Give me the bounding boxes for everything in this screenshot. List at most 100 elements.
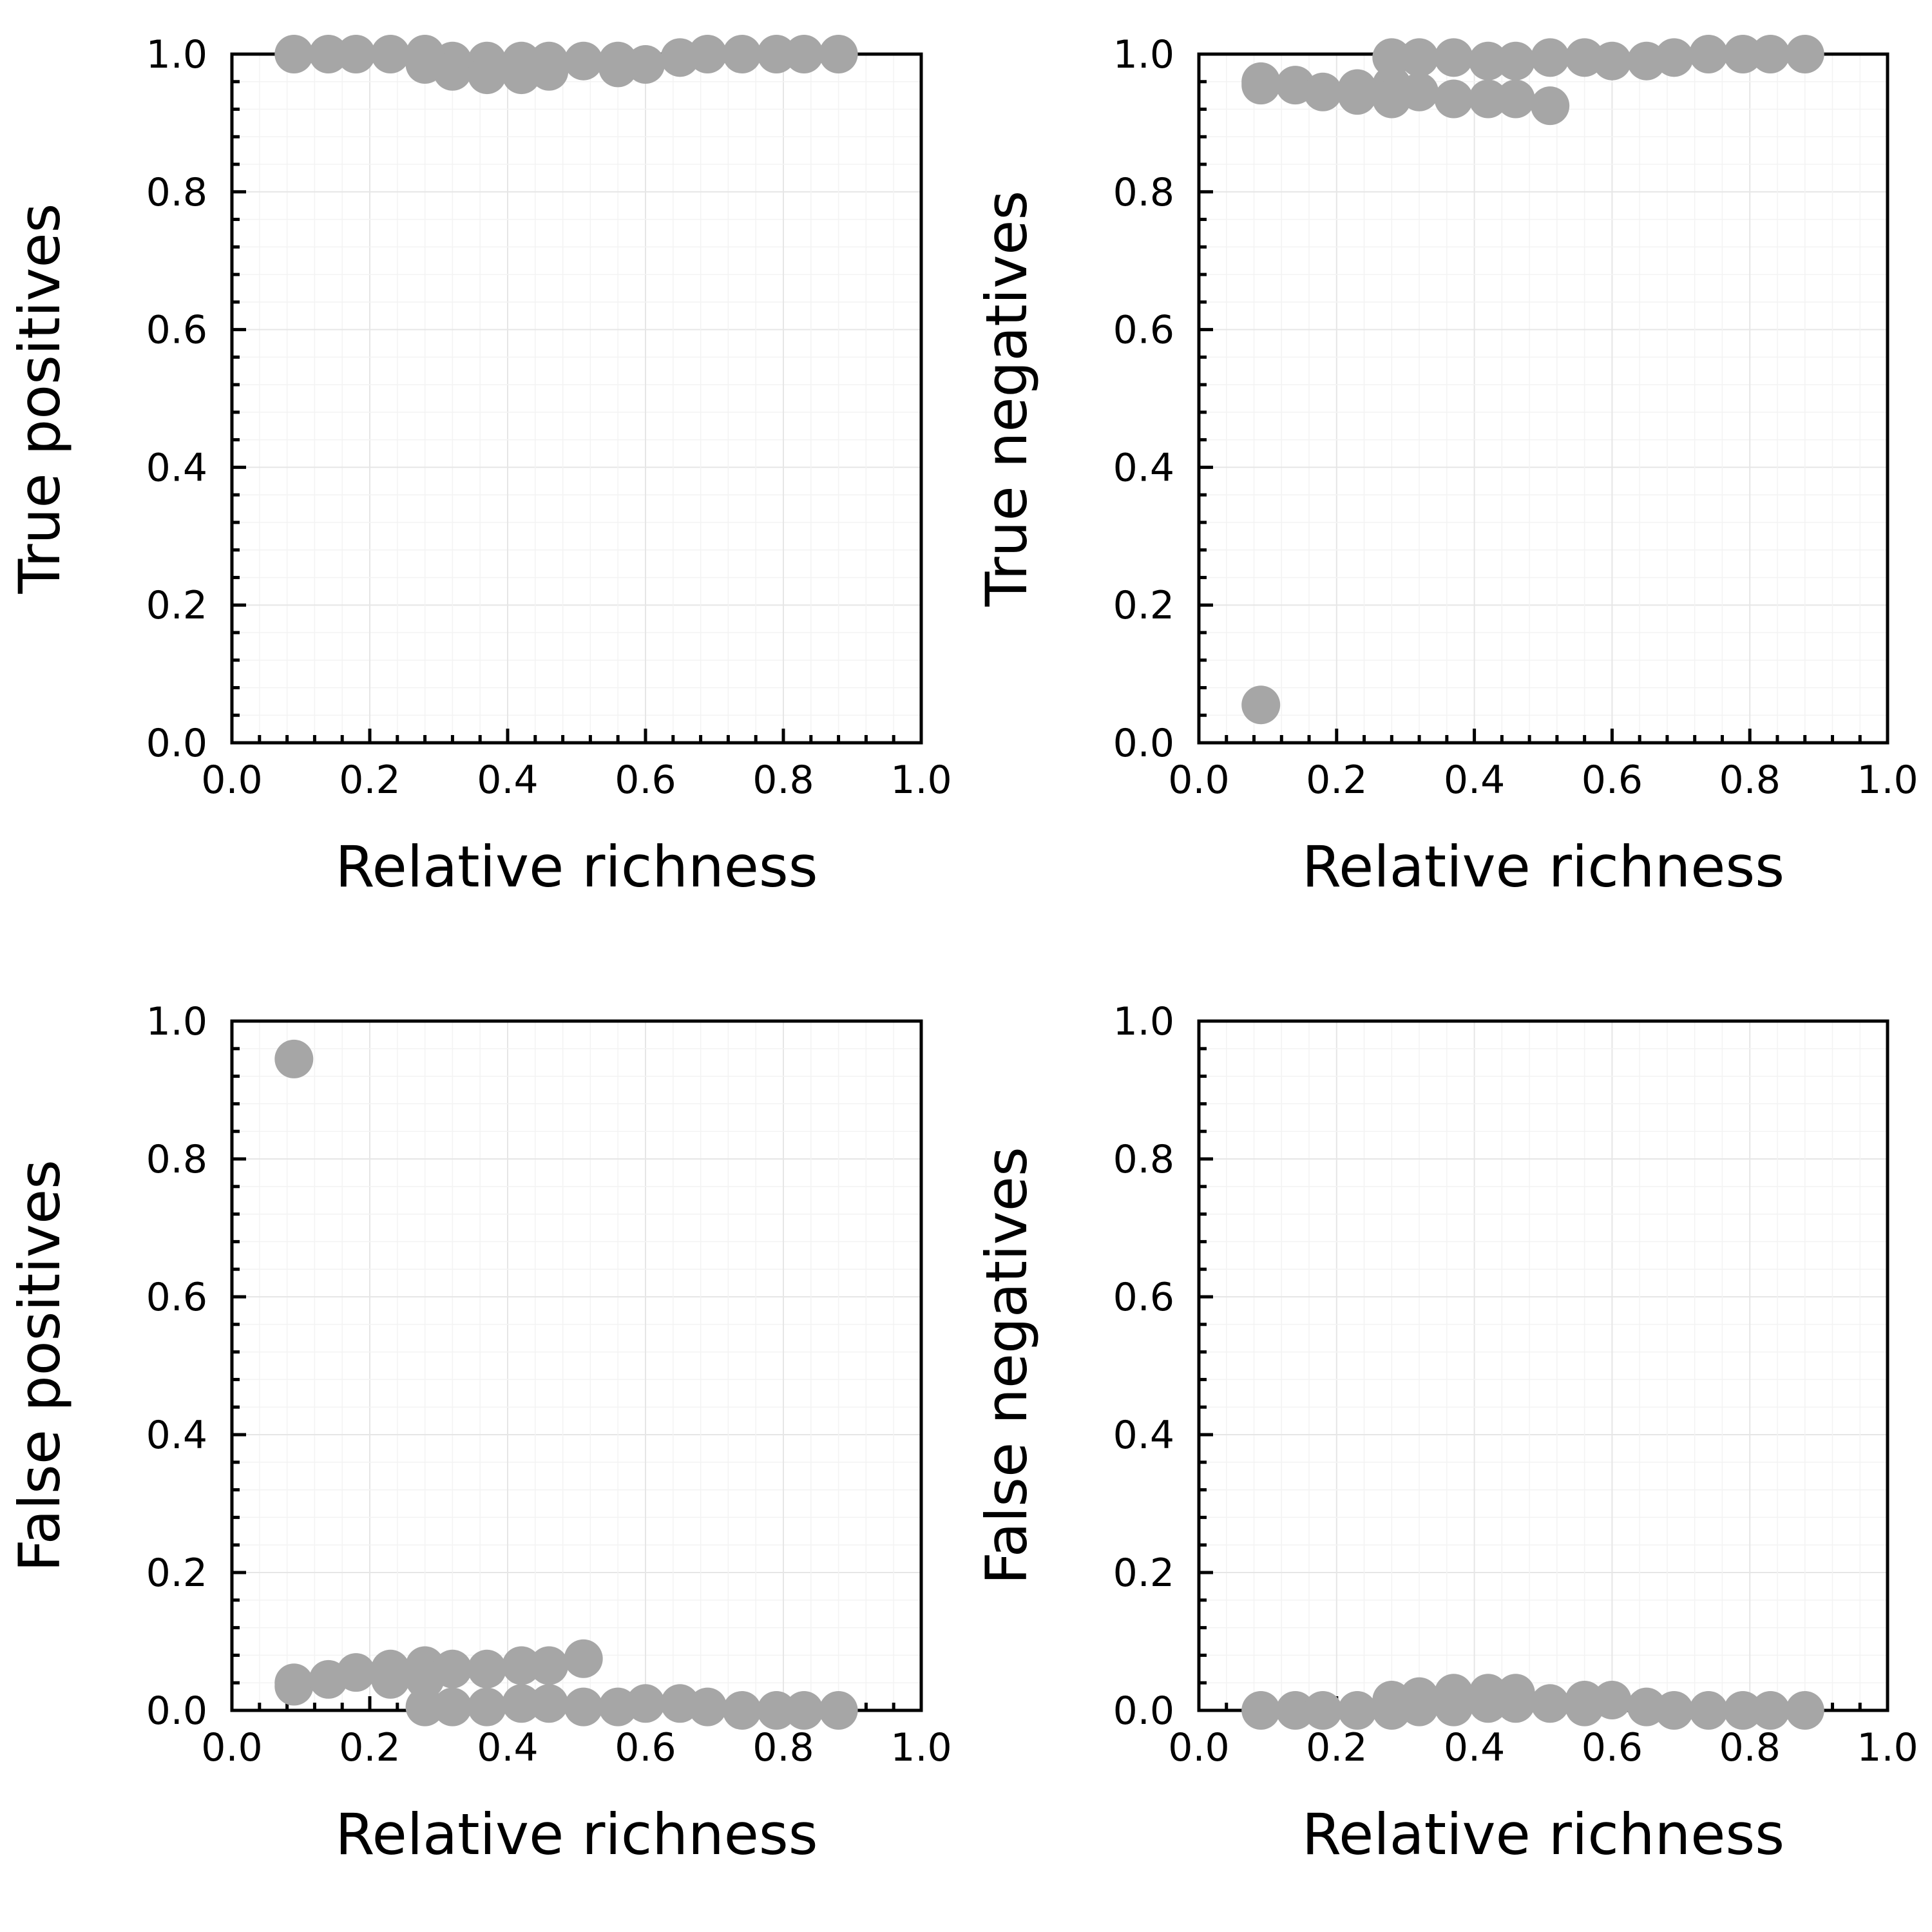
data-point-false-positives [626, 1684, 665, 1723]
data-point-false-negatives [1276, 1691, 1315, 1730]
panel-false-negatives: 0.0 0.2 0.4 0.6 0.8 1.0 0.0 0.2 0.4 0.6 0.8 1.0 Rela… [973, 999, 1918, 1868]
x-axis-label: Relative richness [1302, 1801, 1784, 1868]
data-point-true-negatives [1496, 79, 1535, 119]
x-axis-label: Relative richness [1302, 834, 1784, 900]
x-tick-label: 0.8 [752, 758, 814, 803]
x-tick-label: 1.0 [1857, 758, 1918, 803]
data-point-true-positives [371, 35, 410, 73]
x-tick-label: 0.6 [1582, 758, 1643, 803]
data-point-false-positives [433, 1649, 472, 1688]
data-point-false-positives [530, 1684, 569, 1723]
data-point-false-positives [405, 1687, 445, 1726]
data-point-true-negatives [1337, 76, 1377, 115]
x-tick-label: 0.2 [1306, 1725, 1367, 1770]
data-point-true-negatives [1654, 38, 1694, 77]
data-point-true-positives [530, 52, 569, 91]
y-tick-label: 0.6 [1113, 308, 1174, 353]
y-tick-label: 1.0 [1113, 999, 1174, 1044]
x-tick-label: 0.6 [1582, 1725, 1643, 1770]
data-point-false-positives [371, 1659, 410, 1699]
y-tick-label: 0.0 [1113, 721, 1174, 766]
y-tick-label: 0.0 [1113, 1688, 1174, 1734]
y-tick-label: 0.0 [146, 1688, 207, 1734]
data-point-false-positives [502, 1684, 541, 1723]
data-point-true-negatives [1531, 86, 1570, 126]
x-tick-label: 0.6 [615, 1725, 676, 1770]
plot-frame [230, 52, 923, 745]
panel-true-negatives: 0.0 0.2 0.4 0.6 0.8 1.0 0.0 0.2 0.4 0.6 0.8 1.0 Rela… [973, 32, 1918, 900]
x-axis-label: Relative richness [335, 834, 818, 900]
plot-frame [1197, 1019, 1889, 1712]
data-point-false-positives [336, 1653, 376, 1692]
data-point-true-negatives [1400, 38, 1439, 77]
data-point-false-negatives [1241, 1691, 1281, 1730]
data-point-true-positives [274, 35, 314, 73]
x-axis-label: Relative richness [335, 1801, 818, 1868]
data-point-false-negatives [1592, 1680, 1632, 1719]
data-point-true-negatives [1468, 79, 1507, 119]
data-point-true-positives [757, 35, 796, 73]
data-point-false-positives [467, 1687, 506, 1726]
y-tick-label: 0.2 [146, 583, 207, 628]
data-point-false-positives [433, 1687, 472, 1726]
data-point-false-positives [819, 1691, 858, 1730]
x-tick-label: 0.6 [615, 758, 676, 803]
y-tick-label: 0.2 [146, 1551, 207, 1596]
x-tick-label: 0.8 [1719, 758, 1780, 803]
data-point-true-negatives [1751, 35, 1790, 73]
data-point-true-negatives [1468, 41, 1507, 81]
data-point-false-negatives [1751, 1691, 1790, 1730]
x-tick-label: 0.4 [1444, 758, 1505, 803]
y-tick-label: 0.6 [1113, 1275, 1174, 1320]
x-tick-label: 0.4 [477, 758, 538, 803]
data-point-false-negatives [1303, 1691, 1343, 1730]
y-tick-label: 0.0 [146, 721, 207, 766]
x-tick-label: 0.8 [752, 1725, 814, 1770]
data-point-false-negatives [1689, 1691, 1728, 1730]
data-point-false-negatives [1785, 1691, 1824, 1730]
y-tick-label: 0.2 [1113, 1551, 1174, 1596]
data-point-false-positives [722, 1691, 761, 1730]
data-point-false-positives [564, 1687, 603, 1726]
data-point-true-negatives [1592, 41, 1632, 81]
y-tick-label: 0.8 [146, 170, 207, 215]
data-point-true-negatives [1785, 35, 1824, 73]
plot-frame [230, 1019, 923, 1712]
y-tick-label: 0.4 [1113, 1413, 1174, 1458]
data-point-true-negatives [1434, 38, 1473, 77]
data-point-true-positives [564, 41, 603, 81]
x-tick-label: 1.0 [890, 758, 952, 803]
data-point-true-positives [626, 45, 665, 84]
x-tick-label: 0.4 [477, 1725, 538, 1770]
y-axis-label: True positives [6, 204, 73, 595]
panel-false-positives: 0.0 0.2 0.4 0.6 0.8 1.0 0.0 0.2 0.4 0.6 0.8 1.0 Rela… [6, 999, 952, 1868]
data-point-true-negatives [1434, 79, 1473, 119]
y-tick-label: 0.8 [1113, 170, 1174, 215]
x-tick-label: 0.8 [1719, 1725, 1780, 1770]
data-point-false-positives [274, 1667, 314, 1706]
data-point-true-positives [467, 55, 506, 95]
data-point-true-negatives [1531, 38, 1570, 77]
data-point-true-negatives [1723, 35, 1763, 73]
y-tick-label: 1.0 [146, 999, 207, 1044]
data-point-false-positives [688, 1687, 727, 1726]
x-tick-label: 0.0 [201, 1725, 262, 1770]
data-point-false-negatives [1434, 1687, 1473, 1726]
data-point-false-positives [530, 1646, 569, 1685]
y-axis-label: False positives [6, 1160, 73, 1572]
data-point-true-negatives [1372, 38, 1411, 77]
data-point-true-positives [819, 35, 858, 73]
x-tick-label: 1.0 [1857, 1725, 1918, 1770]
x-tick-label: 0.0 [1168, 1725, 1229, 1770]
data-point-true-negatives [1400, 72, 1439, 111]
data-point-false-negatives [1400, 1687, 1439, 1726]
data-point-true-negatives [1303, 72, 1343, 111]
x-tick-label: 0.4 [1444, 1725, 1505, 1770]
data-point-false-positives [564, 1639, 603, 1678]
data-point-true-positives [309, 35, 348, 73]
data-point-true-positives [433, 52, 472, 91]
data-point-true-negatives [1241, 685, 1281, 725]
y-tick-label: 0.4 [146, 1413, 207, 1458]
y-axis-label: False negatives [973, 1147, 1040, 1585]
y-tick-label: 0.6 [146, 308, 207, 353]
